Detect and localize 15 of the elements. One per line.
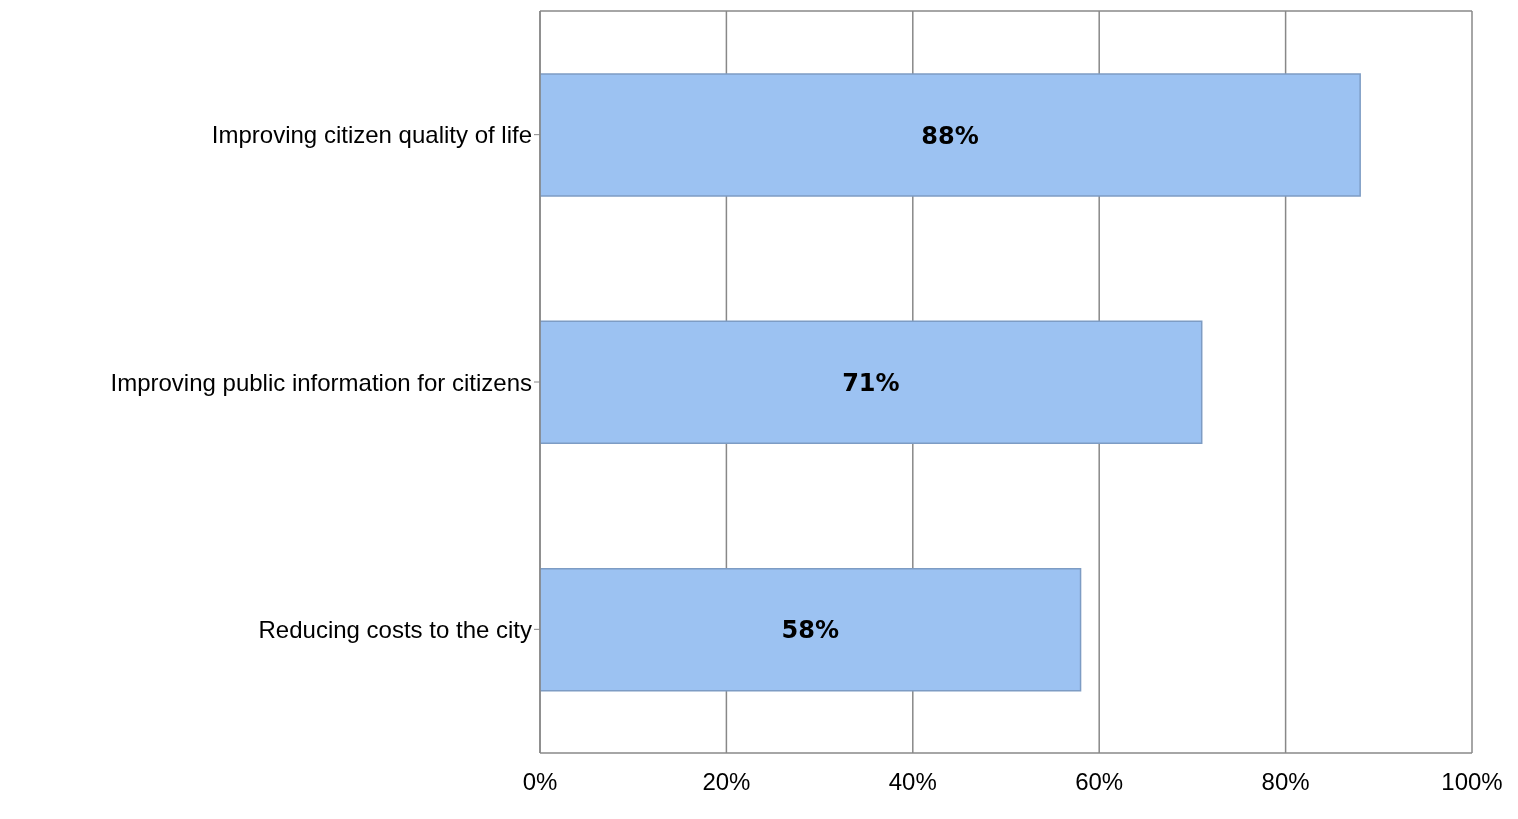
- x-tick-label: 20%: [702, 768, 751, 796]
- data-label: 71%: [842, 368, 900, 397]
- data-label: 58%: [781, 616, 840, 645]
- x-tick-label: 0%: [522, 768, 558, 796]
- bar: [540, 567, 1082, 692]
- x-tick-label: 40%: [888, 768, 937, 796]
- y-tick-label: Improving public information for citizens: [110, 368, 532, 396]
- x-tick-label: 100%: [1441, 768, 1503, 796]
- y-tick-label: Reducing costs to the city: [258, 615, 532, 643]
- bar: [540, 320, 1203, 445]
- data-label: 88%: [921, 121, 979, 150]
- bar: [540, 73, 1361, 197]
- y-tick-label: Improving citizen quality of life: [211, 121, 532, 149]
- x-tick-label: 80%: [1261, 768, 1310, 796]
- x-tick-label: 60%: [1075, 768, 1124, 796]
